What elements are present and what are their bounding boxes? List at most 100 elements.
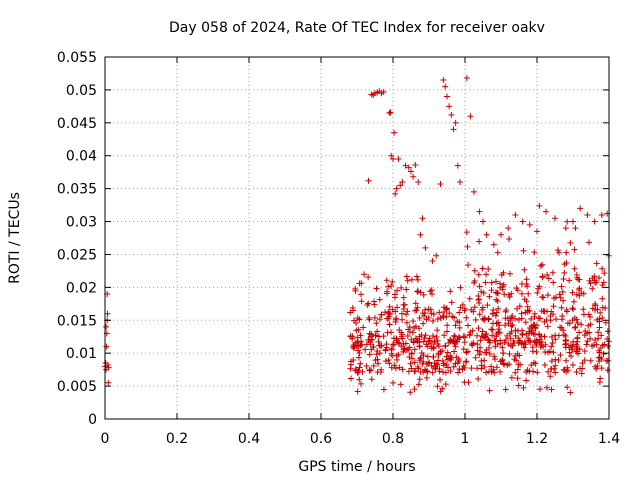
data-point [493,331,500,338]
data-point [456,179,463,186]
data-point [440,314,447,321]
data-point [515,382,522,389]
data-point [499,344,506,351]
data-point [548,334,555,341]
data-point [455,369,462,376]
data-point [433,252,440,259]
data-point [485,316,492,323]
data-point [555,356,562,363]
data-point [526,338,533,345]
data-point [471,267,478,274]
data-point [592,307,599,314]
data-point [475,375,482,382]
data-point [448,111,455,118]
data-point [378,342,385,349]
data-point [479,328,486,335]
data-point [360,324,367,331]
data-point [517,361,524,368]
data-point [601,341,608,348]
data-point [481,357,488,364]
data-point [352,285,359,292]
data-point [508,290,515,297]
data-point [428,290,435,297]
data-point [429,318,436,325]
data-point [552,369,559,376]
data-point [446,310,453,317]
data-point [490,307,497,314]
data-point [577,205,584,212]
data-point [595,354,602,361]
data-point [414,288,421,295]
data-point [505,340,512,347]
data-point [545,275,552,282]
data-point [469,342,476,349]
data-point [576,276,583,283]
data-point [538,339,545,346]
data-point [479,304,486,311]
data-point [475,293,482,300]
data-point [583,341,590,348]
data-point [483,330,490,337]
data-point [349,304,356,311]
data-point [532,324,539,331]
data-point [557,352,564,359]
data-point [353,319,360,326]
data-point [424,353,431,360]
data-point [356,350,363,357]
data-point [548,358,555,365]
data-point [415,381,422,388]
data-point [511,356,518,363]
data-point [570,338,577,345]
data-point [563,308,570,315]
data-point [533,348,540,355]
data-point [479,316,486,323]
data-point [476,311,483,318]
data-point [444,93,450,100]
data-point [412,335,419,342]
x-tick-labels: 0 0.2 0.4 0.6 0.8 1 1.2 1.4 [101,431,621,447]
data-point [365,274,372,281]
data-point [524,307,531,314]
data-point [420,338,427,345]
data-point [573,369,580,376]
data-point [396,364,403,371]
data-point [561,261,568,268]
data-point [547,373,554,380]
y-tick-label: 0.025 [57,247,97,263]
data-point [542,348,549,355]
data-point [465,261,472,268]
data-point [475,271,482,278]
data-point [512,369,519,376]
data-point [366,351,373,358]
data-point [420,320,427,327]
data-point [572,324,579,331]
data-point [440,77,447,84]
data-point [481,317,488,324]
data-point [429,332,436,339]
data-point [536,283,543,290]
data-point [508,323,515,330]
data-point [412,300,419,307]
data-point [376,296,383,303]
x-axis-label: GPS time / hours [298,459,415,475]
data-point [434,383,441,390]
data-point [506,361,513,368]
data-point [456,366,463,373]
data-point [391,294,398,301]
data-point [598,356,605,362]
data-point [571,246,578,253]
data-point [373,285,380,292]
data-point [548,386,555,393]
data-point [349,335,356,342]
data-point [414,276,421,283]
data-point [531,310,538,317]
data-point [354,388,361,395]
data-point [560,275,567,282]
data-point [395,156,402,163]
data-point [455,334,462,341]
data-point [405,346,412,353]
data-point [443,305,450,312]
data-point [598,332,605,339]
data-point [385,283,392,290]
data-point [529,344,536,351]
